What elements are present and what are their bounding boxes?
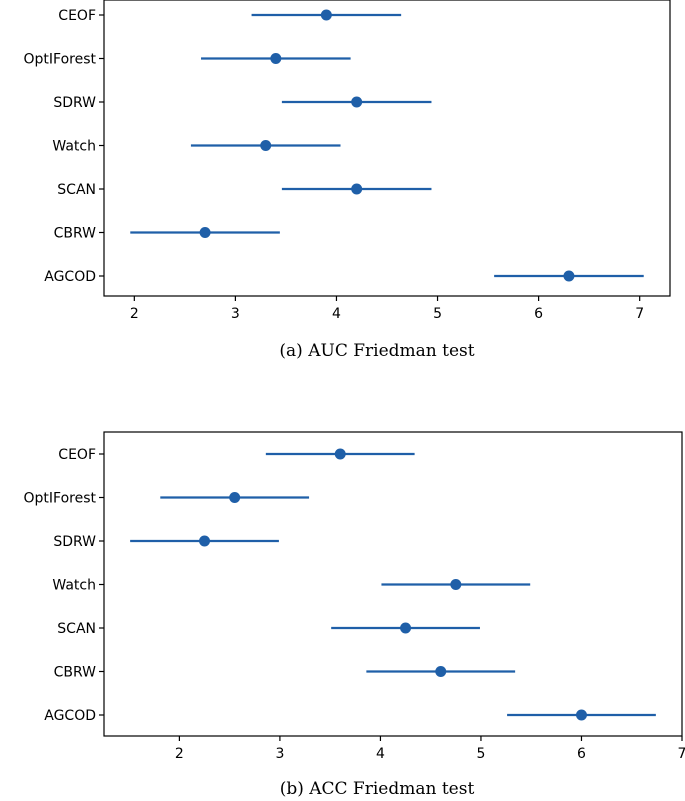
auc-point-watch <box>260 140 272 151</box>
auc-x-label-7: 7 <box>635 306 644 322</box>
auc-data-marks <box>130 9 644 282</box>
auc-y-label-watch: Watch <box>52 139 96 155</box>
auc-point-agcod <box>563 270 575 282</box>
auc-point-sdrw <box>351 96 363 108</box>
acc-y-label-cbrw: CBRW <box>54 665 97 681</box>
acc-point-sdrw <box>199 535 211 547</box>
acc-y-label-scan: SCAN <box>57 621 96 637</box>
acc-x-label-4: 4 <box>376 746 385 762</box>
acc-point-cbrw <box>435 666 447 677</box>
acc-point-optiforest <box>229 492 241 503</box>
auc-x-label-3: 3 <box>231 306 240 322</box>
acc-y-label-watch: Watch <box>52 578 96 594</box>
auc-y-label-scan: SCAN <box>57 182 96 198</box>
auc-y-label-sdrw: SDRW <box>53 95 96 111</box>
auc-plot-frame <box>103 0 671 297</box>
auc-x-label-4: 4 <box>332 306 341 322</box>
acc-x-label-3: 3 <box>275 746 284 762</box>
auc-point-scan <box>351 183 363 195</box>
acc-caption: (b) ACC Friedman test <box>280 779 475 799</box>
auc-point-cbrw <box>199 227 211 238</box>
acc-chart: CEOF OptIForest SDRW Watch SCAN CBRW AGCOD 2 3 4… <box>24 431 685 799</box>
auc-point-ceof <box>320 9 332 21</box>
auc-y-label-ceof: CEOF <box>58 8 96 24</box>
acc-x-label-7: 7 <box>678 746 685 762</box>
acc-point-watch <box>450 579 462 590</box>
auc-x-label-5: 5 <box>433 306 442 322</box>
auc-x-ticks: 2 3 4 5 6 7 <box>130 296 644 322</box>
acc-y-tick-labels: CEOF OptIForest SDRW Watch SCAN CBRW AGCOD <box>24 447 104 724</box>
acc-point-agcod <box>575 709 587 721</box>
acc-y-label-optiforest: OptIForest <box>24 491 97 507</box>
auc-x-label-6: 6 <box>534 306 543 322</box>
auc-caption: (a) AUC Friedman test <box>279 341 474 361</box>
acc-point-scan <box>400 622 412 634</box>
acc-y-label-sdrw: SDRW <box>53 534 96 550</box>
acc-y-label-agcod: AGCOD <box>44 708 96 724</box>
auc-x-label-2: 2 <box>130 306 139 322</box>
auc-y-tick-labels: CEOF OptIForest SDRW Watch SCAN CBRW AGCOD <box>24 8 104 285</box>
acc-data-marks <box>130 448 656 721</box>
acc-y-label-ceof: CEOF <box>58 447 96 463</box>
auc-chart: CEOF OptIForest SDRW Watch SCAN CBRW AGCOD 2 3 4… <box>24 0 671 361</box>
auc-point-optiforest <box>270 53 282 64</box>
auc-y-label-cbrw: CBRW <box>54 226 97 242</box>
acc-point-ceof <box>334 448 346 460</box>
auc-y-label-optiforest: OptIForest <box>24 52 97 68</box>
acc-x-label-6: 6 <box>577 746 586 762</box>
acc-x-label-5: 5 <box>476 746 485 762</box>
auc-y-label-agcod: AGCOD <box>44 269 96 285</box>
acc-x-ticks: 2 3 4 5 6 7 <box>175 736 685 762</box>
acc-x-label-2: 2 <box>175 746 184 762</box>
